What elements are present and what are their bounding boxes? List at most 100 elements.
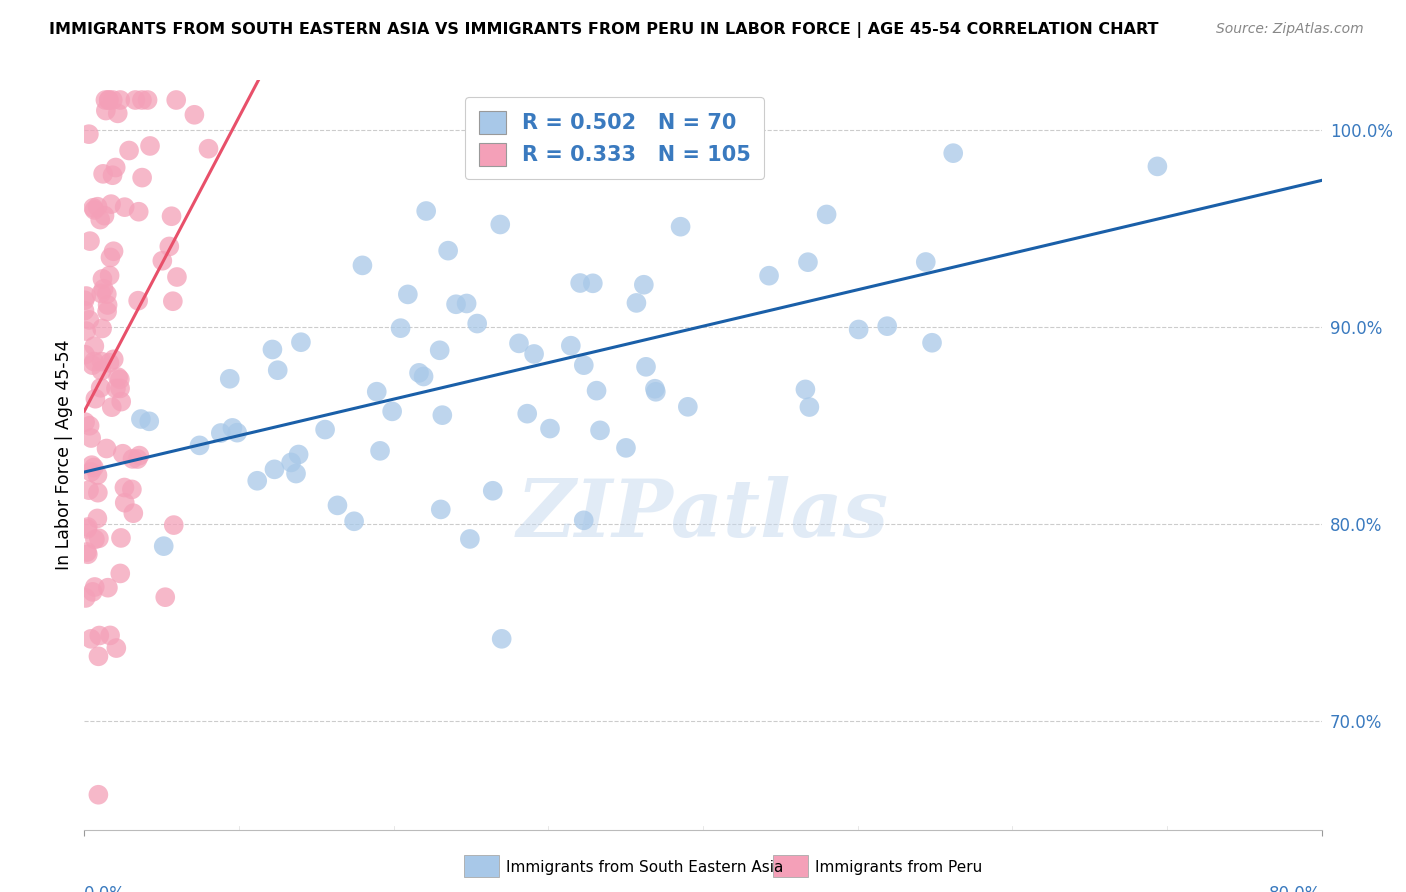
Point (523, 347, 546, 361)
Point (758, 268, 780, 283)
Point (799, 400, 821, 414)
Point (108, 381, 131, 395)
Point (139, 139, 162, 153)
Y-axis label: In Labor Force | Age 45-54: In Labor Force | Age 45-54 (55, 340, 73, 570)
Point (100, 400, 122, 414)
Point (280, 455, 302, 469)
Point (124, 93, 146, 107)
Point (83, 354, 105, 368)
Point (100, 197, 122, 211)
Point (366, 384, 388, 399)
Point (96, 304, 118, 318)
Point (90, 354, 112, 368)
Point (396, 287, 419, 301)
Point (626, 296, 648, 310)
Point (285, 467, 308, 481)
Point (644, 384, 666, 399)
Point (82, 585, 104, 599)
Point (97, 298, 120, 312)
Point (246, 474, 269, 488)
Point (263, 462, 285, 476)
Point (110, 93, 132, 107)
Point (794, 383, 817, 397)
Point (96, 442, 118, 456)
Point (942, 146, 965, 161)
Point (97, 93, 120, 107)
Point (326, 499, 349, 513)
Point (152, 539, 174, 553)
Point (572, 513, 595, 527)
Point (93, 282, 115, 296)
Point (76, 547, 98, 561)
Point (481, 483, 503, 498)
Point (569, 276, 592, 290)
Point (112, 481, 135, 495)
Point (80, 632, 103, 646)
Point (114, 200, 136, 214)
Point (314, 423, 336, 437)
Point (98, 356, 121, 370)
Point (80, 431, 103, 445)
Point (110, 566, 132, 581)
Point (107, 370, 129, 384)
Point (83, 460, 105, 475)
Point (127, 452, 149, 467)
Point (91, 167, 114, 181)
Point (465, 317, 488, 331)
Point (516, 407, 538, 421)
Point (582, 277, 605, 291)
Point (73, 348, 96, 362)
Point (86, 468, 108, 483)
Point (876, 319, 898, 334)
Point (572, 358, 595, 372)
Point (82, 358, 104, 372)
Text: Immigrants from South Eastern Asia: Immigrants from South Eastern Asia (506, 860, 783, 874)
Text: IMMIGRANTS FROM SOUTH EASTERN ASIA VS IMMIGRANTS FROM PERU IN LABOR FORCE | AGE : IMMIGRANTS FROM SOUTH EASTERN ASIA VS IM… (49, 22, 1159, 38)
Point (104, 161, 127, 175)
Point (267, 363, 290, 377)
Point (87, 649, 110, 664)
Point (128, 449, 150, 463)
Point (91, 272, 114, 286)
Point (105, 641, 128, 656)
Point (136, 93, 159, 107)
Point (155, 590, 177, 604)
Point (458, 532, 481, 546)
Point (86, 200, 108, 214)
Point (412, 369, 434, 384)
Point (110, 531, 132, 545)
Point (209, 425, 232, 440)
Point (80, 458, 103, 472)
Point (77, 483, 100, 498)
Point (160, 209, 183, 223)
Point (437, 244, 460, 258)
Point (389, 321, 412, 335)
Point (75, 324, 97, 338)
Point (218, 372, 240, 386)
Point (614, 441, 637, 455)
Point (87, 485, 110, 500)
Point (73, 293, 96, 308)
Point (73, 303, 96, 318)
Point (644, 382, 666, 396)
Point (83, 580, 105, 594)
Point (75, 415, 97, 429)
Point (89, 212, 111, 227)
Point (589, 423, 612, 437)
Point (90, 364, 112, 378)
Text: 0.0%: 0.0% (84, 885, 127, 892)
Point (121, 483, 143, 497)
Point (352, 259, 374, 273)
Point (101, 93, 124, 107)
Point (97, 581, 120, 595)
Point (82, 201, 104, 215)
Point (107, 106, 129, 120)
Point (75, 289, 97, 303)
Point (183, 108, 205, 122)
Point (79, 313, 101, 327)
Point (79, 418, 101, 433)
Text: Source: ZipAtlas.com: Source: ZipAtlas.com (1216, 22, 1364, 37)
Point (93, 209, 115, 223)
Point (89, 628, 111, 642)
Point (221, 421, 243, 435)
